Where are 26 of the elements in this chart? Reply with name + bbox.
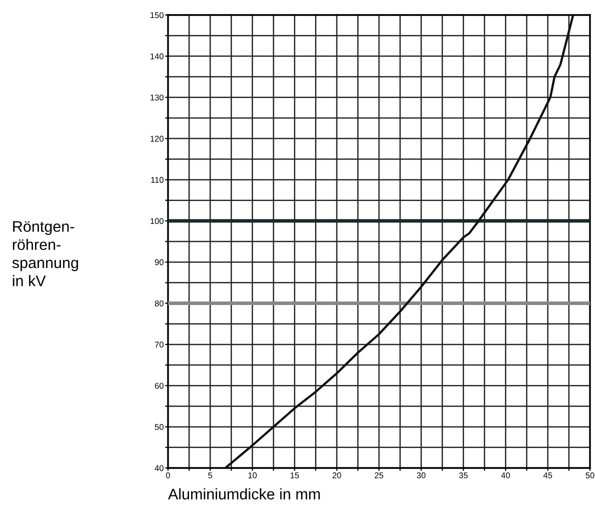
line-series	[224, 15, 574, 468]
x-tick-label: 50	[586, 472, 594, 478]
x-tick-label: 0	[166, 472, 170, 478]
y-tick-label: 130	[150, 94, 164, 100]
y-tick-label: 40	[154, 465, 164, 472]
y-tick-label: 150	[150, 12, 164, 18]
x-tick-label: 10	[248, 472, 257, 478]
y-axis-title: Röntgen- röhren- spannung in kV	[12, 221, 78, 286]
x-tick-label: 20	[332, 472, 342, 478]
y-tick-label: 90	[154, 259, 164, 266]
y-tick-label: 80	[154, 300, 164, 306]
x-tick-label: 45	[543, 472, 552, 478]
y-tick-label: 60	[154, 382, 164, 389]
x-tick-label: 40	[501, 472, 510, 478]
y-tick-label: 50	[154, 424, 164, 430]
x-tick-label: 35	[459, 472, 468, 478]
x-tick-label: 15	[290, 472, 299, 478]
y-tick-label: 140	[150, 53, 164, 60]
y-tick-label: 120	[150, 136, 164, 142]
y-tick-label: 70	[154, 342, 164, 348]
y-tick-label: 110	[151, 176, 164, 183]
x-tick-label: 5	[208, 472, 212, 478]
x-tick-label: 25	[374, 472, 384, 478]
y-tick-label: 100	[150, 218, 164, 224]
x-tick-label: 30	[416, 472, 426, 478]
x-axis-title: Aluminiumdicke in mm	[168, 488, 320, 500]
